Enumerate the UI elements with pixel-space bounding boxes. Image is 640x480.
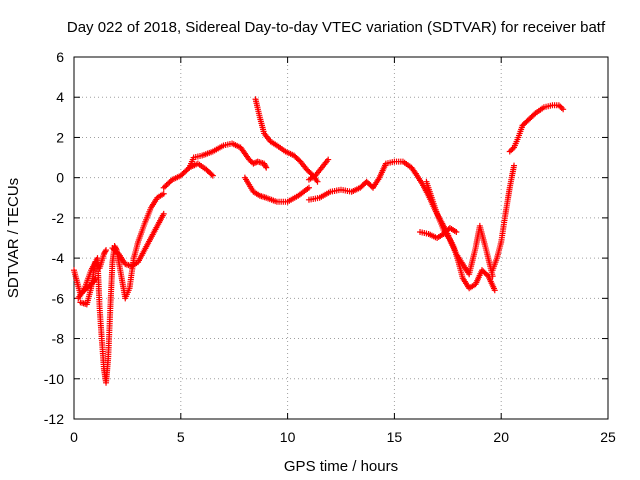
x-tick-label: 10 xyxy=(280,429,296,445)
series-arc-14 xyxy=(489,162,518,274)
chart-title: Day 022 of 2018, Sidereal Day-to-day VTE… xyxy=(67,19,606,36)
series-arc-10 xyxy=(305,158,419,203)
axis-ticks xyxy=(73,56,609,420)
series-arc-9 xyxy=(252,96,321,185)
series-arc-4 xyxy=(109,210,167,270)
series-arc-7 xyxy=(241,174,312,205)
series-arc-13 xyxy=(417,224,460,241)
x-tick-label: 15 xyxy=(387,429,403,445)
x-axis-label: GPS time / hours xyxy=(284,458,398,475)
y-tick-label: 6 xyxy=(56,49,64,65)
plot-frame xyxy=(73,56,609,420)
data-point-marker xyxy=(262,163,269,170)
data-point-marker xyxy=(160,190,167,197)
data-point-marker xyxy=(314,178,321,185)
grid-lines xyxy=(74,57,608,419)
y-tick-label: 0 xyxy=(56,170,64,186)
data-point-marker xyxy=(160,210,167,217)
x-tick-label: 20 xyxy=(493,429,509,445)
y-tick-label: 2 xyxy=(56,129,64,145)
x-tick-labels: 0 5 10 15 20 25 xyxy=(70,429,616,445)
series-arc-6 xyxy=(186,160,216,179)
y-tick-label: -8 xyxy=(52,331,65,347)
y-axis-label: SDTVAR / TECUs xyxy=(5,178,22,298)
series-arc-3 xyxy=(77,247,110,308)
data-point-marker xyxy=(208,171,215,178)
data-point-marker xyxy=(511,162,518,169)
y-tick-labels: -12 -10 -8 -6 -4 -2 0 2 4 6 xyxy=(44,49,64,427)
y-tick-label: 4 xyxy=(56,89,64,105)
data-point-marker xyxy=(263,164,270,171)
series-arc-5 xyxy=(160,140,270,191)
data-series xyxy=(71,96,567,386)
data-point-marker xyxy=(491,287,498,294)
data-point-marker xyxy=(560,106,567,113)
data-point-marker xyxy=(305,184,312,191)
y-tick-label: -4 xyxy=(52,250,65,266)
data-point-marker xyxy=(453,228,460,235)
x-tick-label: 5 xyxy=(177,429,185,445)
y-tick-label: -10 xyxy=(44,371,64,387)
y-tick-label: -6 xyxy=(52,290,65,306)
series-arc-12 xyxy=(423,178,496,280)
data-point-marker xyxy=(209,172,216,179)
data-point-marker xyxy=(325,156,332,163)
x-tick-label: 0 xyxy=(70,429,78,445)
y-tick-label: -12 xyxy=(44,411,64,427)
x-tick-label: 25 xyxy=(600,429,616,445)
data-point-marker xyxy=(102,248,109,255)
series-arc-2 xyxy=(75,190,167,386)
data-point-marker xyxy=(103,247,110,254)
series-arc-15 xyxy=(506,102,567,155)
y-tick-label: -2 xyxy=(52,210,65,226)
data-point-marker xyxy=(489,273,496,280)
